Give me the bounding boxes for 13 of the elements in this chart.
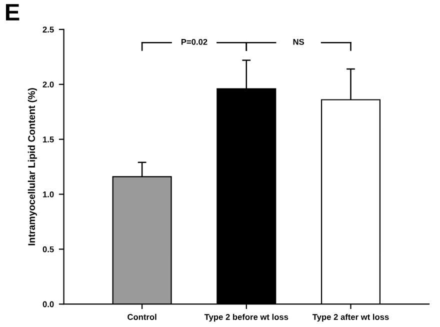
y-tick-label: 2.0	[42, 82, 54, 88]
y-tick-label: 1.5	[43, 136, 54, 142]
annotation: P=0.02	[181, 38, 208, 45]
annotation: NS	[293, 38, 304, 45]
x-tick-label: Control	[128, 314, 156, 320]
y-tick-label: 2.5	[42, 26, 54, 33]
y-tick-label: 1.0	[43, 191, 54, 198]
x-tick-label: Type 2 after wt loss	[312, 314, 389, 322]
y-axis-title: Intramyocellular Lipid Content (%)	[28, 88, 37, 246]
y-tick-label: 0.5	[42, 246, 54, 252]
x-tick-label: Type 2 before wt loss	[204, 314, 288, 322]
chart-title: E	[6, 4, 20, 20]
y-tick-label: 0.0	[42, 301, 54, 308]
